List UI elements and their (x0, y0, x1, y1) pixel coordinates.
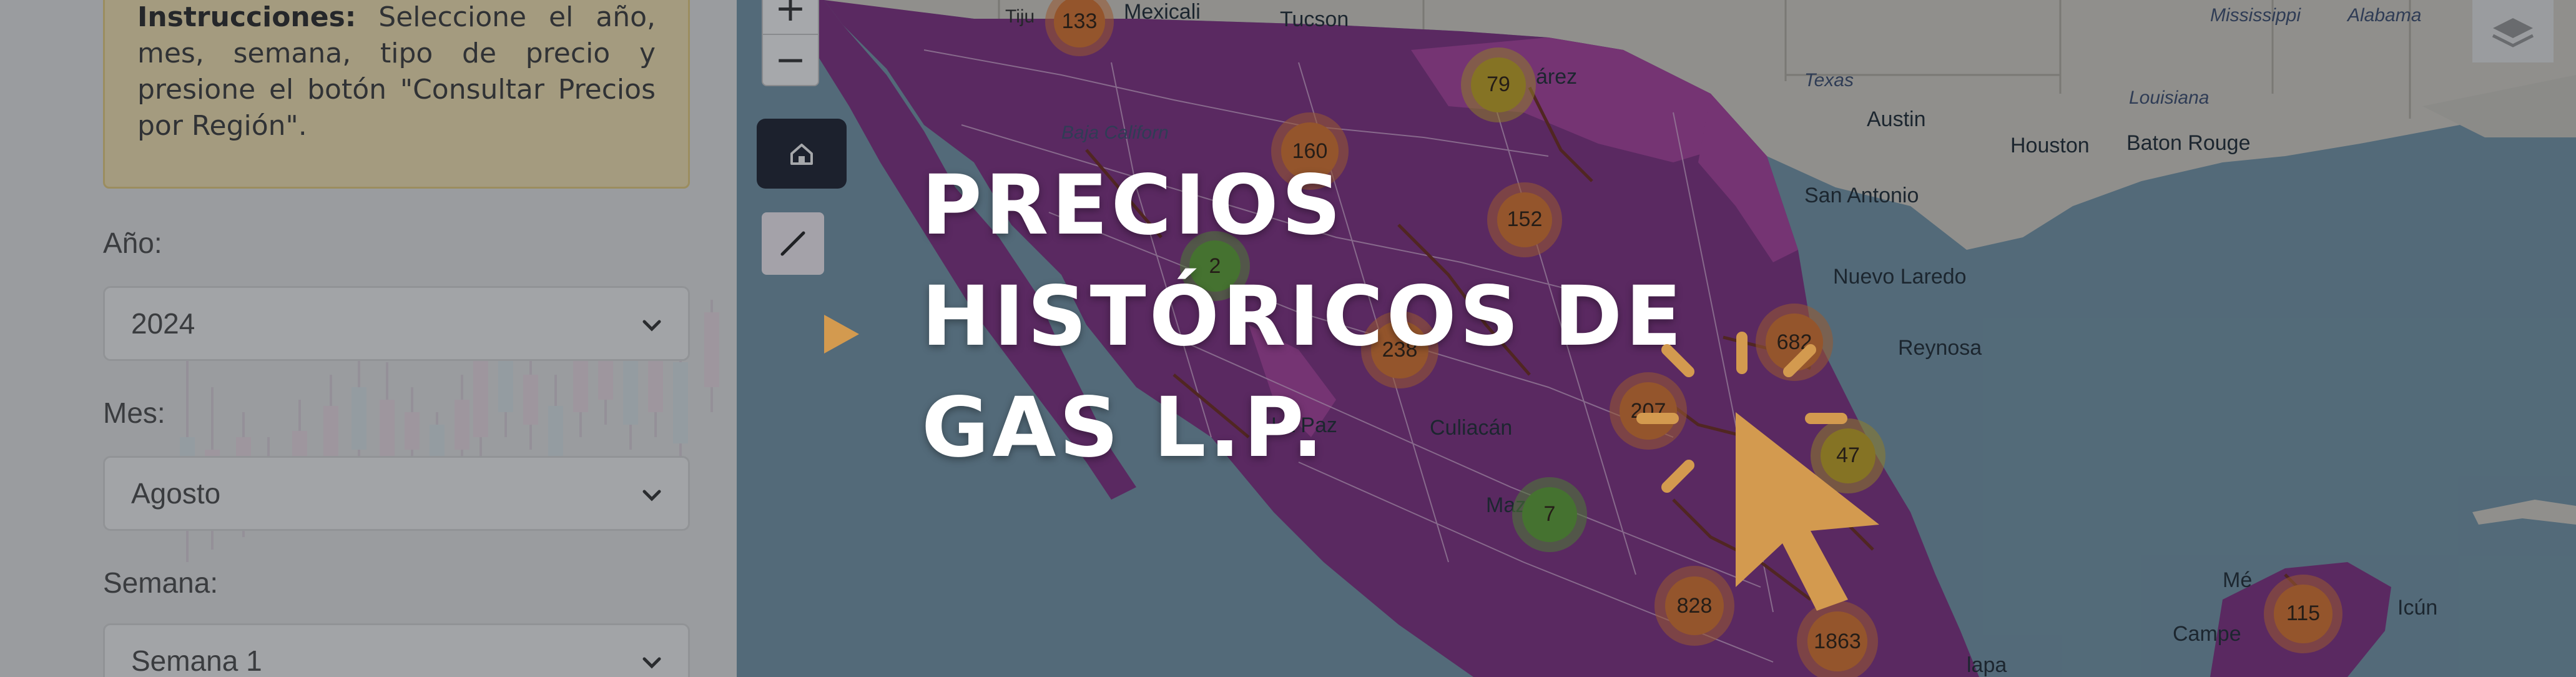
month-select[interactable]: Agosto (103, 456, 690, 531)
label-jalapa: lapa (1967, 653, 2007, 677)
month-label: Mes: (103, 397, 165, 429)
cluster-count: 152 (1497, 192, 1553, 248)
label-mississippi: Mississippi (2210, 5, 2301, 26)
cluster-marker[interactable]: 152 (1487, 182, 1562, 257)
label-baja-california: Baja Californ (1061, 122, 1169, 143)
label-alabama: Alabama (2347, 5, 2422, 26)
week-select-value: Semana 1 (131, 645, 262, 677)
cluster-marker[interactable]: 160 (1271, 112, 1349, 190)
cluster-count: 682 (1766, 314, 1823, 371)
label-juarez: árez (1536, 65, 1578, 89)
cluster-marker[interactable]: 79 (1461, 47, 1536, 122)
label-la-paz: La Paz (1271, 413, 1337, 437)
zoom-in-button[interactable]: + (762, 0, 819, 34)
label-tijuana: Tiju (1005, 6, 1035, 27)
label-san-antonio: San Antonio (1804, 184, 1919, 207)
chevron-down-icon (642, 657, 661, 669)
label-louisiana: Louisiana (2129, 87, 2210, 108)
cluster-count: 160 (1281, 122, 1339, 180)
year-label: Año: (103, 227, 162, 259)
cluster-count: 47 (1820, 428, 1876, 484)
home-button[interactable] (757, 119, 847, 189)
cluster-marker[interactable]: 2 (1180, 231, 1250, 301)
cluster-marker[interactable]: 238 (1361, 311, 1438, 388)
instructions-box: Instrucciones: Seleccione el año, mes, s… (103, 0, 690, 189)
cluster-count: 828 (1664, 576, 1724, 636)
measure-button[interactable] (762, 212, 824, 275)
cluster-count: 115 (2274, 585, 2333, 643)
play-arrow-icon (824, 315, 859, 353)
label-baton-rouge: Baton Rouge (2126, 131, 2251, 155)
label-nuevo-laredo: Nuevo Laredo (1833, 265, 1967, 289)
cluster-marker[interactable]: 1863 (1797, 601, 1878, 677)
week-select[interactable]: Semana 1 (103, 623, 690, 677)
cluster-marker[interactable]: 207 (1610, 372, 1687, 450)
layers-icon (2492, 18, 2534, 47)
label-texas: Texas (1804, 70, 1854, 91)
year-select-value: 2024 (131, 307, 195, 340)
label-merida: Mé (2223, 568, 2253, 592)
filter-panel: Instrucciones: Seleccione el año, mes, s… (0, 0, 737, 677)
label-culiacan: Culiacán (1430, 416, 1513, 440)
year-select[interactable]: 2024 (103, 286, 690, 361)
click-cursor-icon (1636, 332, 1879, 611)
instructions-text: Seleccione el año, mes, semana, tipo de … (137, 1, 656, 142)
map-view[interactable]: Tiju Mexicali Tucson árez Texas Austin H… (737, 0, 2576, 677)
week-label: Semana: (103, 566, 219, 599)
home-icon (790, 144, 813, 165)
layers-button[interactable] (2472, 0, 2554, 62)
cluster-marker[interactable]: 133 (1045, 0, 1114, 56)
label-austin: Austin (1867, 107, 1926, 131)
label-cancun: Icún (2397, 596, 2438, 620)
cluster-count: 238 (1371, 321, 1428, 378)
cluster-count: 1863 (1807, 611, 1868, 672)
label-tucson: Tucson (1280, 7, 1349, 31)
label-houston: Houston (2010, 134, 2090, 157)
month-select-value: Agosto (131, 477, 221, 510)
label-mexicali: Mexicali (1124, 0, 1201, 24)
cluster-marker[interactable]: 682 (1756, 304, 1833, 381)
hero-title: PRECIOS HISTÓRICOS DE GAS L.P. (922, 157, 1685, 476)
ruler-icon (780, 231, 805, 256)
chevron-down-icon (642, 320, 661, 332)
cluster-marker[interactable]: 828 (1654, 566, 1734, 646)
cluster-count: 2 (1189, 240, 1241, 292)
cluster-count: 133 (1054, 0, 1105, 47)
cluster-marker[interactable]: 7 (1512, 477, 1587, 552)
label-campeche: Campe (2173, 622, 2241, 646)
chevron-down-icon (642, 490, 661, 502)
instructions-title: Instrucciones: (137, 1, 356, 33)
cluster-count: 7 (1522, 487, 1578, 543)
cluster-count: 79 (1470, 57, 1526, 113)
zoom-out-button[interactable]: − (762, 34, 819, 86)
cluster-marker[interactable]: 115 (2264, 575, 2342, 653)
label-reynosa: Reynosa (1898, 336, 1982, 360)
